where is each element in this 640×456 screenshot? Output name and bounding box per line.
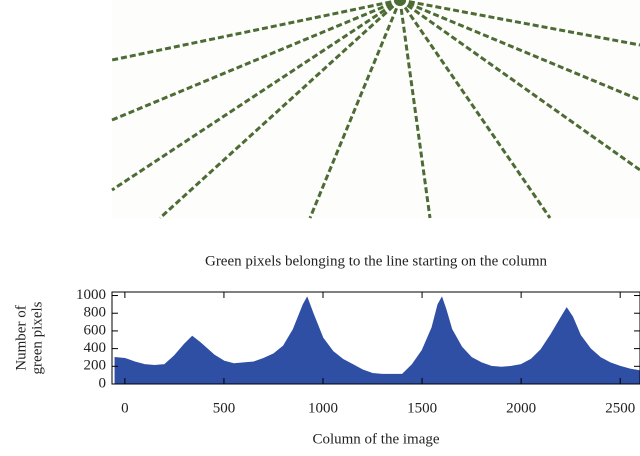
y-axis-label: green pixels <box>29 301 45 374</box>
area <box>114 296 640 385</box>
x-axis-label: Column of the image <box>312 431 439 447</box>
x-tick-label: 500 <box>213 400 236 416</box>
y-tick-label: 1000 <box>76 287 106 303</box>
y-axis-label: Number of <box>13 305 29 370</box>
x-tick-label: 0 <box>121 400 129 416</box>
x-tick-label: 1500 <box>407 400 437 416</box>
chart-title: Green pixels belonging to the line start… <box>205 253 548 269</box>
x-tick-label: 2000 <box>506 400 536 416</box>
field-photo <box>111 0 640 220</box>
y-tick-label: 600 <box>84 322 107 338</box>
y-tick-label: 200 <box>84 358 107 374</box>
x-tick-label: 2500 <box>605 400 635 416</box>
x-tick-label: 1000 <box>308 400 338 416</box>
y-tick-label: 0 <box>99 375 107 391</box>
y-tick-label: 400 <box>84 340 107 356</box>
y-tick-label: 800 <box>84 305 107 321</box>
plot-frame <box>111 291 640 385</box>
